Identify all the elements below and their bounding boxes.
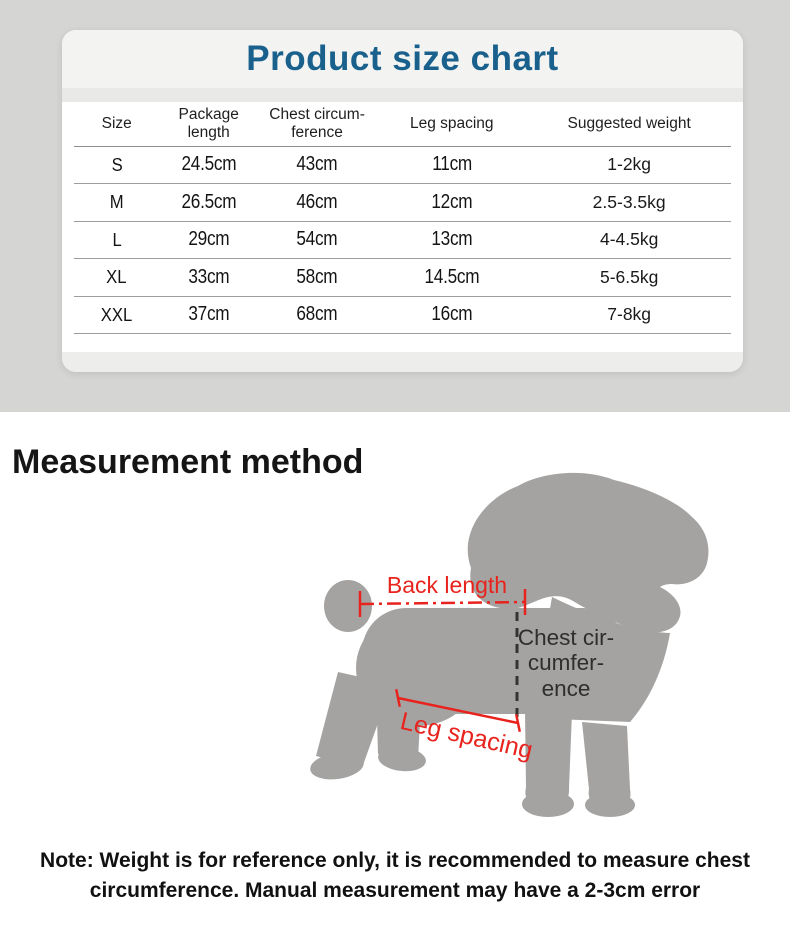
cell-chest-circumference: 58cm [257, 258, 377, 297]
dog-front-far-leg [582, 722, 631, 812]
cell-size: L [74, 221, 160, 259]
cell-package-length: 29cm [159, 221, 258, 259]
back-length-line [358, 589, 527, 617]
column-header-package-length: Package length [159, 102, 258, 147]
cell-chest-circumference: 68cm [257, 296, 377, 334]
dog-back-far-paw [310, 752, 364, 780]
leg-spacing-line [394, 688, 522, 733]
cell-size: XL [74, 258, 160, 297]
column-header-size: Size [74, 102, 160, 147]
table-row: XL 33cm 58cm 14.5cm 5-6.5kg [74, 258, 731, 297]
dog-back-near-paw [378, 746, 426, 772]
cell-chest-circumference: 54cm [257, 221, 377, 259]
cell-package-length: 33cm [159, 258, 258, 297]
cell-size: XXL [74, 296, 160, 334]
divider-band [62, 88, 743, 102]
cell-leg-spacing: 16cm [376, 296, 528, 334]
dog-head [467, 472, 709, 633]
reference-note: Note: Weight is for reference only, it i… [40, 849, 750, 902]
cell-chest-circumference: 46cm [257, 183, 377, 222]
table-row: S 24.5cm 43cm 11cm 1-2kg [74, 146, 731, 184]
cell-package-length: 37cm [159, 296, 258, 334]
table-header-row: Size Package length Chest circum- ferenc… [74, 102, 731, 147]
size-chart-card: Product size chart Size Package length C… [62, 30, 743, 372]
measurement-method-heading: Measurement method [12, 443, 364, 481]
column-header-suggested-weight: Suggested weight [527, 102, 731, 147]
dog-front-near-leg [525, 710, 572, 811]
cell-leg-spacing: 11cm [376, 146, 528, 184]
cell-suggested-weight: 4-4.5kg [527, 221, 731, 259]
column-header-leg-spacing: Leg spacing [376, 102, 528, 147]
column-header-chest-circumference: Chest circum- ference [257, 102, 377, 147]
cell-suggested-weight: 7-8kg [527, 296, 731, 334]
cell-suggested-weight: 2.5-3.5kg [527, 183, 731, 222]
cell-chest-circumference: 43cm [257, 146, 377, 184]
cell-package-length: 24.5cm [159, 146, 258, 184]
cell-suggested-weight: 5-6.5kg [527, 258, 731, 297]
dog-tail [324, 580, 372, 632]
cell-leg-spacing: 13cm [376, 221, 528, 259]
size-chart-title-zone: Product size chart [62, 30, 743, 88]
dog-front-near-paw [522, 791, 574, 817]
cell-suggested-weight: 1-2kg [527, 146, 731, 184]
measurement-lines [358, 589, 527, 733]
size-chart-title: Product size chart [246, 39, 559, 78]
dog-neck-chest [530, 597, 670, 722]
size-table-wrapper: Size Package length Chest circum- ferenc… [62, 102, 743, 334]
table-row: L 29cm 54cm 13cm 4-4.5kg [74, 221, 731, 259]
measurement-diagram: Back length Chest cir- cumfer- ence Leg … [280, 460, 790, 840]
cell-leg-spacing: 12cm [376, 183, 528, 222]
card-bottom-band [62, 352, 743, 372]
cell-size: S [74, 146, 160, 184]
dog-back-far-leg [316, 672, 392, 768]
chest-circumference-label: Chest cir- cumfer- ence [517, 625, 615, 701]
cell-size: M [74, 183, 160, 222]
dog-silhouette [310, 472, 709, 817]
back-length-label: Back length [386, 572, 508, 598]
dog-front-far-paw [585, 793, 635, 817]
table-row: M 26.5cm 46cm 12cm 2.5-3.5kg [74, 183, 731, 222]
table-row: XXL 37cm 68cm 16cm 7-8kg [74, 296, 731, 334]
size-table: Size Package length Chest circum- ferenc… [74, 102, 731, 334]
cell-package-length: 26.5cm [159, 183, 258, 222]
dog-silhouette-diagram [310, 472, 709, 817]
cell-leg-spacing: 14.5cm [376, 258, 528, 297]
